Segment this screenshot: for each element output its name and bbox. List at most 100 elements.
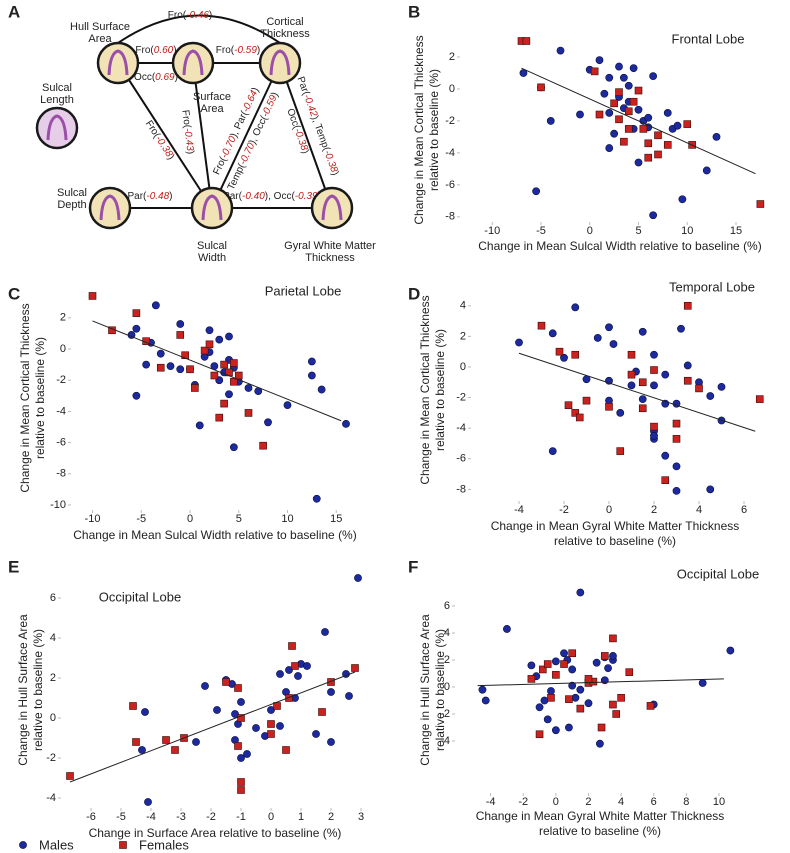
data-point	[327, 738, 335, 746]
y-tick-label: 0	[444, 681, 450, 693]
x-tick-label: -5	[536, 225, 546, 237]
edge-label-part: -0.43	[182, 127, 196, 151]
y-tick-label: -8	[456, 483, 466, 495]
data-point	[650, 350, 658, 359]
y-tick-label: -4	[46, 792, 56, 804]
x-axis-label: relative to baseline (%)	[539, 824, 661, 838]
data-point	[342, 419, 350, 428]
node-label: Thickness	[260, 28, 310, 40]
edge-label: Par(-0.40), Occ(-0.39)	[223, 191, 321, 202]
data-point	[663, 109, 672, 117]
data-point	[627, 381, 636, 390]
data-point	[609, 340, 618, 348]
data-point	[522, 37, 531, 45]
data-point	[560, 649, 568, 658]
data-point	[537, 83, 545, 92]
data-point	[171, 746, 179, 754]
data-point	[282, 746, 290, 754]
data-point	[644, 153, 653, 162]
data-point	[220, 360, 228, 369]
y-axis-label: Change in Hull Surface Area	[16, 614, 30, 766]
data-point	[600, 676, 609, 685]
data-point	[683, 120, 692, 128]
data-point	[205, 340, 214, 349]
data-point	[609, 634, 617, 643]
data-point	[276, 722, 284, 730]
data-point	[200, 346, 209, 355]
data-point	[634, 86, 643, 95]
node-icon	[99, 194, 121, 221]
data-point	[318, 708, 326, 716]
data-point	[597, 723, 606, 732]
data-point	[532, 187, 541, 196]
data-point	[527, 675, 536, 683]
edge-label: Fro(-0.46)	[168, 10, 212, 21]
edge-label-part: )	[257, 45, 260, 56]
data-point	[644, 113, 653, 122]
x-tick-label: 15	[730, 225, 742, 237]
data-point	[222, 678, 230, 686]
data-point	[132, 738, 140, 746]
data-point	[132, 309, 141, 317]
edge-label-part: )	[173, 45, 176, 56]
data-point	[565, 723, 573, 732]
data-point	[138, 746, 146, 754]
data-point	[535, 703, 544, 712]
data-point	[683, 361, 692, 370]
data-point	[582, 396, 591, 405]
data-point	[683, 376, 692, 385]
data-point	[615, 88, 623, 96]
edge-label-part: )	[300, 148, 311, 155]
data-point	[548, 447, 557, 456]
y-tick-label: 4	[50, 632, 56, 644]
data-point	[672, 435, 681, 443]
data-point	[230, 359, 238, 367]
x-tick-label: 10	[681, 225, 693, 237]
node-label: Cortical	[266, 16, 303, 28]
y-tick-label: 6	[50, 592, 56, 604]
legend-marker	[119, 841, 127, 849]
y-tick-label: -2	[56, 374, 66, 386]
x-tick-label: 10	[281, 513, 293, 525]
data-point	[351, 664, 359, 672]
x-tick-label: -5	[136, 513, 146, 525]
data-point	[634, 105, 643, 114]
y-tick-label: -2	[445, 115, 455, 127]
node	[310, 186, 354, 230]
edge-label-part: )	[250, 86, 261, 94]
x-tick-label: 4	[696, 504, 702, 516]
node	[88, 186, 132, 230]
chart-title: Parietal Lobe	[265, 283, 342, 298]
data-point	[547, 693, 555, 702]
edge-label-part: )	[185, 150, 196, 155]
data-point	[129, 702, 137, 710]
edge-label-part: 0.69	[155, 72, 175, 83]
x-axis-label: relative to baseline (%)	[554, 534, 676, 548]
data-point	[66, 772, 74, 780]
data-point	[702, 166, 711, 175]
data-point	[638, 378, 647, 387]
panel-label: A	[8, 2, 20, 21]
data-point	[144, 798, 152, 806]
x-axis-label: Change in Mean Gyral White Matter Thickn…	[476, 809, 725, 823]
data-point	[644, 139, 653, 148]
data-point	[237, 786, 245, 794]
y-tick-label: 0	[460, 361, 466, 373]
data-point	[571, 350, 580, 359]
data-point	[317, 385, 326, 394]
y-tick-label: 2	[50, 672, 56, 684]
data-point	[527, 661, 536, 670]
x-tick-label: -10	[85, 513, 101, 525]
y-tick-label: -4	[445, 147, 455, 159]
data-point	[210, 371, 219, 380]
y-tick-label: 6	[444, 600, 450, 612]
data-point	[565, 695, 573, 703]
data-point	[244, 384, 253, 392]
node	[96, 41, 140, 85]
trend-line	[69, 671, 356, 783]
y-tick-label: -8	[56, 468, 66, 480]
data-point	[627, 370, 636, 379]
edge	[117, 62, 213, 209]
data-point	[195, 421, 204, 430]
edge-label: Fro(0.60)	[135, 45, 176, 56]
